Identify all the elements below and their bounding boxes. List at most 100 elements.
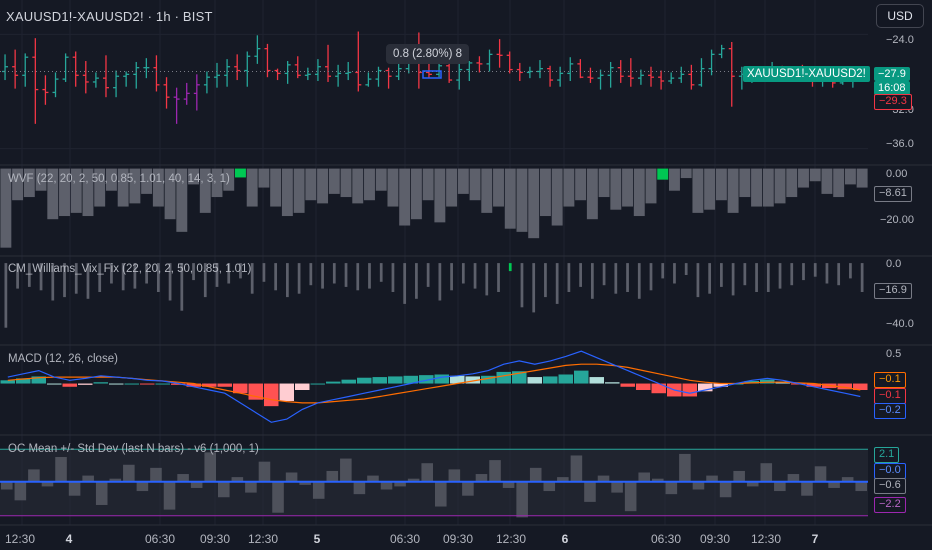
oc-bar: [624, 481, 637, 512]
oc-bar: [82, 475, 94, 482]
vixfix-bar: [790, 263, 794, 286]
wvf-bar: [704, 168, 716, 210]
vixfix-bar: [813, 263, 817, 277]
vixfix-bar: [860, 263, 864, 292]
macd-histogram-bar: [450, 375, 465, 384]
wvf-bar: [12, 168, 24, 201]
oc-bar: [258, 461, 271, 482]
macd-histogram-bar: [233, 383, 248, 394]
macd-histogram-bar: [419, 375, 434, 384]
macd-histogram-bar: [589, 377, 604, 384]
vixfix-bar: [121, 263, 125, 291]
macd-histogram-bar: [698, 383, 713, 392]
wvf-bar: [399, 168, 411, 226]
time-axis-label: 5: [313, 532, 321, 546]
vixfix-bar: [696, 263, 700, 298]
macd-histogram-bar: [202, 383, 217, 387]
macd-histogram-bar: [326, 381, 341, 384]
vixfix-bar: [614, 263, 618, 294]
vixfix-bar: [626, 263, 629, 292]
cm-vix-fix-label[interactable]: CM_Williams_Vix_Fix (22, 20, 2, 50, 0.85…: [8, 263, 252, 275]
symbol-title[interactable]: XAUUSD1!-XAUUSD2! · 1h · BIST: [6, 9, 213, 24]
oc-mean-label[interactable]: OC Mean +/- Std Dev (last N bars) - v6 (…: [8, 443, 259, 455]
vixfix-bar: [86, 263, 90, 299]
wvf-bar: [446, 168, 458, 207]
oc-bar: [529, 467, 542, 482]
vixfix-bar: [145, 263, 148, 284]
oc-bar: [462, 481, 474, 496]
wvf-bar: [281, 168, 293, 217]
oc-bar: [787, 474, 800, 482]
oc-bar: [190, 481, 203, 488]
wvf-bar: [434, 168, 446, 223]
wvf-bar: [774, 168, 786, 204]
vixfix-bar: [321, 263, 324, 289]
vixfix-bar: [27, 263, 31, 287]
oc-bar: [312, 481, 325, 499]
oc-bar: [163, 481, 176, 510]
symbol-price-badge: XAUUSD1!-XAUUSD2!: [743, 66, 870, 82]
oc-bar: [774, 481, 786, 492]
price-tooltip: 0.8 (2.80%) 8: [386, 44, 470, 64]
oc-bar: [41, 481, 54, 487]
macd-histogram-bar: [651, 383, 666, 394]
oc-bar: [746, 481, 759, 487]
highlighted-bar-box: [422, 70, 442, 79]
wvf-bar: [516, 168, 528, 232]
macd-histogram-bar: [155, 383, 170, 385]
vixfix-bar: [544, 263, 547, 298]
oc-bar: [448, 469, 461, 482]
time-axis-label: 6: [561, 532, 569, 546]
currency-button[interactable]: USD: [876, 4, 924, 28]
vixfix-bar: [497, 263, 500, 292]
vixfix-bar: [203, 263, 207, 298]
oc-bar: [502, 481, 515, 488]
wvf-bar: [457, 168, 469, 194]
time-axis-label: 06:30: [144, 532, 176, 546]
vixfix-bar: [450, 263, 453, 291]
wvf-bar: [352, 168, 364, 204]
macd-histogram-bar: [496, 371, 511, 384]
wvf-bar: [82, 168, 94, 217]
wvf-bar: [211, 168, 223, 198]
wvf-bar: [387, 168, 399, 207]
vixfix-bar: [473, 263, 477, 289]
oc-bar: [841, 477, 854, 482]
wvf-bar: [164, 168, 176, 220]
oc-bar: [421, 463, 433, 482]
oc-bar: [855, 481, 867, 492]
oc-bar: [597, 475, 610, 482]
oc-bar: [557, 477, 569, 482]
wvf-bar: [551, 168, 563, 226]
vixfix-bar: [673, 263, 676, 284]
wvf-bar: [786, 168, 798, 198]
oc-bar: [367, 475, 379, 482]
countdown-badge: 16:08: [874, 81, 910, 95]
macd-histogram-bar: [853, 383, 868, 390]
vixfix-bar: [156, 263, 160, 292]
vixfix-bar: [485, 263, 489, 296]
vixfix-bar: [825, 263, 829, 284]
vixfix-value-badge: −16.9: [874, 283, 912, 299]
vixfix-bar: [579, 263, 582, 287]
macd-histogram-bar: [388, 376, 403, 384]
vixfix-bar: [309, 263, 313, 286]
vixfix-bar: [708, 263, 712, 294]
oc-bar: [218, 481, 230, 498]
oc-bar: [109, 478, 122, 482]
wvf-bar: [821, 168, 833, 194]
macd-histogram-bar: [62, 383, 77, 387]
wvf-bar: [246, 168, 258, 207]
time-axis-label: 12:30: [247, 532, 279, 546]
wvf-bar: [410, 168, 422, 220]
macd-label[interactable]: MACD (12, 26, close): [8, 353, 118, 365]
wvf-bar: [469, 168, 481, 201]
vixfix-bar: [239, 263, 242, 279]
macd-histogram-bar: [713, 383, 728, 387]
macd-histogram-bar: [682, 383, 697, 397]
wvf-bar: [575, 168, 587, 201]
oc-bar: [95, 481, 108, 505]
oc-bar: [204, 452, 216, 482]
wvf-label[interactable]: WVF (22, 20, 2, 50, 0.85, 1.01, 40, 14, …: [8, 173, 230, 185]
